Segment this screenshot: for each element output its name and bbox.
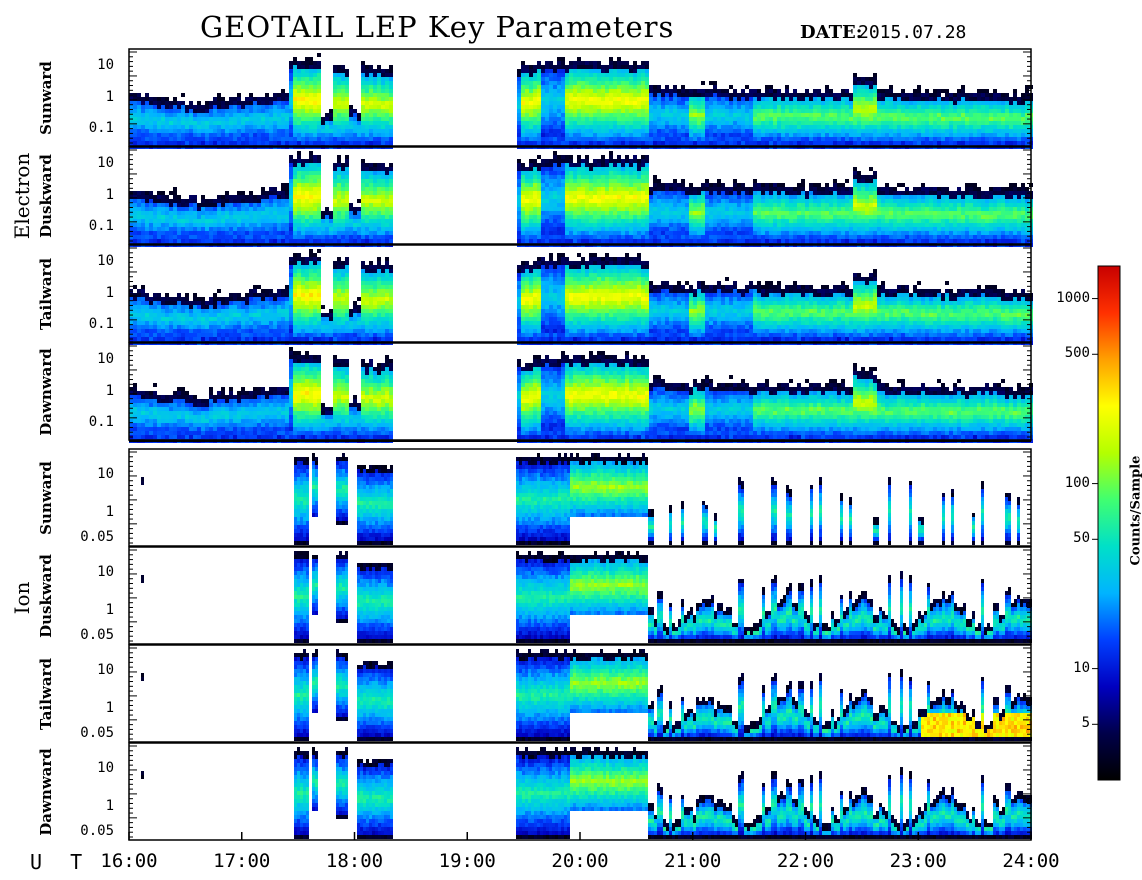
y-tick-label: 1 [64,89,114,105]
ion-panel-heatmap [141,649,1032,741]
colorbar-tick-label: 10 [1044,660,1090,676]
electron-panel-heatmap [129,347,1033,443]
panel-label-ion-tailward: Tailward [37,646,55,742]
colorbar-label: Counts/Sample [1129,431,1142,591]
date-label: DATE: [800,22,862,43]
y-tick-label: 0.05 [64,725,114,741]
x-tick-label: 16:00 [89,850,169,872]
ion-panel-heatmap [141,453,1020,545]
y-tick-label: 0.1 [64,120,114,136]
y-tick-label: 10 [64,662,114,678]
electron-panel-heatmap [129,53,1033,149]
panel-label-electron-duskward: Duskward [37,148,55,244]
y-tick-label: 0.1 [64,414,114,430]
ion-panel-frame [128,644,1032,743]
y-tick-label: 10 [64,760,114,776]
electron-panel-heatmap [129,151,1033,247]
panel-label-ion-dawnward: Dawnward [37,744,55,840]
colorbar-tick-label: 500 [1044,345,1090,361]
x-tick-label: 23:00 [878,850,958,872]
y-tick-label: 0.1 [64,316,114,332]
colorbar-tick-label: 1000 [1044,290,1090,306]
y-tick-label: 0.05 [64,823,114,839]
electron-panel-heatmap [129,249,1033,345]
x-tick-label: 17:00 [202,850,282,872]
colorbar-tick-label: 5 [1044,715,1090,731]
y-tick-label: 1 [64,504,114,520]
x-tick-label: 19:00 [427,850,507,872]
ion-panel-heatmap [141,747,1032,839]
x-tick-label: 18:00 [315,850,395,872]
x-tick-label: 24:00 [991,850,1071,872]
y-tick-label: 0.1 [64,218,114,234]
electron-panel-frame [128,244,1032,343]
ion-panel-frame [128,448,1032,547]
y-tick-label: 10 [64,57,114,73]
y-tick-label: 1 [64,700,114,716]
y-tick-label: 10 [64,351,114,367]
colorbar-tick-label: 50 [1044,530,1090,546]
colorbar [1097,265,1121,781]
ion-panel-heatmap [141,551,1032,643]
panel-label-electron-tailward: Tailward [37,246,55,342]
panel-label-ion-sunward: Sunward [37,450,55,546]
y-tick-label: 10 [64,155,114,171]
panel-label-electron-sunward: Sunward [37,50,55,146]
chart-title: GEOTAIL LEP Key Parameters [200,10,674,44]
y-tick-label: 1 [64,285,114,301]
x-tick-label: 21:00 [653,850,733,872]
y-tick-label: 1 [64,187,114,203]
panel-label-ion-duskward: Duskward [37,548,55,644]
x-tick-label: 20:00 [540,850,620,872]
y-tick-label: 1 [64,798,114,814]
x-tick-label: 22:00 [766,850,846,872]
y-tick-label: 10 [64,564,114,580]
y-tick-label: 10 [64,253,114,269]
colorbar-tick-label: 100 [1044,475,1090,491]
y-tick-label: 1 [64,602,114,618]
panel-label-electron-dawnward: Dawnward [37,344,55,440]
electron-panel-frame [128,146,1032,245]
y-tick-label: 0.05 [64,627,114,643]
ion-panel-frame [128,546,1032,645]
x-axis-label: U T [30,850,90,874]
y-tick-label: 1 [64,383,114,399]
date-value: 2015.07.28 [858,22,966,43]
y-tick-label: 0.05 [64,529,114,545]
electron-panel-frame [128,48,1032,147]
y-tick-label: 10 [64,466,114,482]
